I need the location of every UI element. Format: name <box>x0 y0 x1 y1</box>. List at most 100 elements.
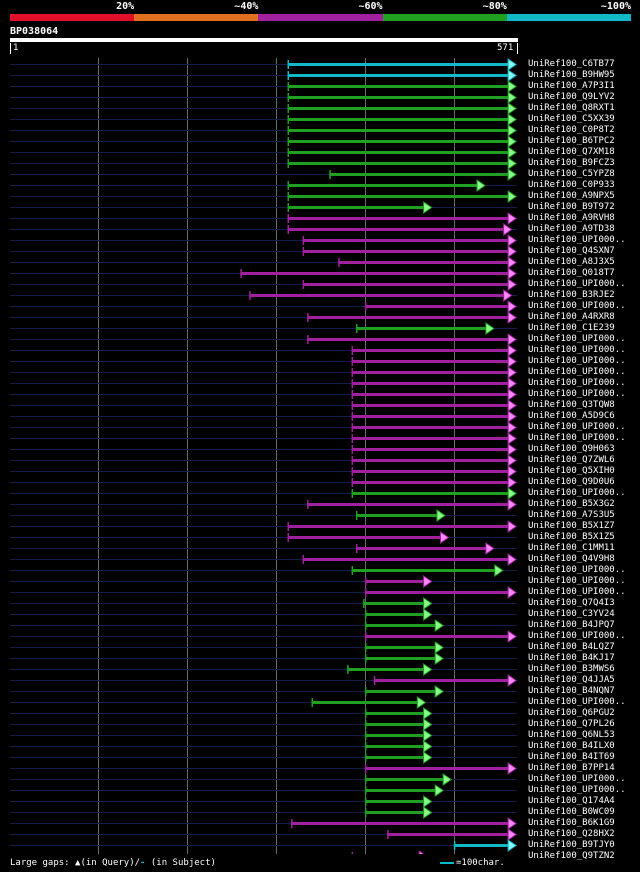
hit-label[interactable]: UniRef100_A9NPX5 <box>528 191 615 201</box>
hit-alignment-bar[interactable] <box>364 712 425 715</box>
hit-label[interactable]: UniRef100_B6TPC2 <box>528 136 615 146</box>
hit-alignment-bar[interactable] <box>351 426 510 429</box>
hit-row[interactable] <box>10 190 517 203</box>
hit-row[interactable] <box>10 828 517 841</box>
hit-label[interactable]: UniRef100_B3RJE2 <box>528 290 615 300</box>
hit-alignment-bar[interactable] <box>364 657 437 660</box>
hit-row[interactable] <box>10 102 517 115</box>
hit-alignment-bar[interactable] <box>287 85 510 88</box>
hit-label[interactable]: UniRef100_Q4V9H8 <box>528 554 615 564</box>
hit-row[interactable] <box>10 707 517 720</box>
hit-row[interactable] <box>10 839 517 852</box>
hit-row[interactable] <box>10 454 517 467</box>
hit-row[interactable] <box>10 399 517 412</box>
hit-row[interactable] <box>10 817 517 830</box>
hit-label[interactable]: UniRef100_UPI000.. <box>528 565 626 575</box>
hit-alignment-bar[interactable] <box>351 415 510 418</box>
hit-row[interactable] <box>10 201 517 214</box>
hit-alignment-bar[interactable] <box>311 701 419 704</box>
hit-label[interactable]: UniRef100_UPI000.. <box>528 334 626 344</box>
hit-label[interactable]: UniRef100_B7PP14 <box>528 763 615 773</box>
hit-label[interactable]: UniRef100_A9TD38 <box>528 224 615 234</box>
hit-label[interactable]: UniRef100_B4JPQ7 <box>528 620 615 630</box>
hit-row[interactable] <box>10 234 517 247</box>
hit-alignment-bar[interactable] <box>351 459 510 462</box>
hit-row[interactable] <box>10 300 517 313</box>
hit-alignment-bar[interactable] <box>287 107 510 110</box>
hit-label[interactable]: UniRef100_B3MWS6 <box>528 664 615 674</box>
hit-alignment-bar[interactable] <box>351 404 510 407</box>
hit-row[interactable] <box>10 289 517 302</box>
hit-row[interactable] <box>10 795 517 808</box>
hit-label[interactable]: UniRef100_B9TJY0 <box>528 840 615 850</box>
hit-alignment-bar[interactable] <box>287 184 478 187</box>
hit-row[interactable] <box>10 685 517 698</box>
hit-label[interactable]: UniRef100_UPI000.. <box>528 345 626 355</box>
hit-label[interactable]: UniRef100_UPI000.. <box>528 697 626 707</box>
hit-alignment-bar[interactable] <box>287 151 510 154</box>
hit-row[interactable] <box>10 740 517 753</box>
hit-label[interactable]: UniRef100_UPI000.. <box>528 301 626 311</box>
hit-row[interactable] <box>10 718 517 731</box>
hit-alignment-bar[interactable] <box>356 547 487 550</box>
hit-alignment-bar[interactable] <box>287 129 510 132</box>
hit-label[interactable]: UniRef100_B9FCZ3 <box>528 158 615 168</box>
hit-alignment-bar[interactable] <box>307 338 510 341</box>
hit-alignment-bar[interactable] <box>351 437 510 440</box>
hit-label[interactable]: UniRef100_A9RVH8 <box>528 213 615 223</box>
hit-alignment-bar[interactable] <box>364 778 445 781</box>
hit-row[interactable] <box>10 476 517 489</box>
hit-alignment-bar[interactable] <box>351 382 510 385</box>
hit-label[interactable]: UniRef100_A7S3U5 <box>528 510 615 520</box>
hit-alignment-bar[interactable] <box>364 745 425 748</box>
hit-alignment-bar[interactable] <box>307 316 510 319</box>
hit-alignment-bar[interactable] <box>364 690 437 693</box>
hit-alignment-bar[interactable] <box>302 239 510 242</box>
hit-alignment-bar[interactable] <box>364 800 425 803</box>
hit-label[interactable]: UniRef100_Q018T7 <box>528 268 615 278</box>
hit-alignment-bar[interactable] <box>287 206 425 209</box>
hit-row[interactable] <box>10 135 517 148</box>
hit-label[interactable]: UniRef100_B6K1G9 <box>528 818 615 828</box>
hit-alignment-bar[interactable] <box>329 173 510 176</box>
hit-label[interactable]: UniRef100_B5X1Z7 <box>528 521 615 531</box>
hit-label[interactable]: UniRef100_A5D9C6 <box>528 411 615 421</box>
hit-label[interactable]: UniRef100_UPI000.. <box>528 433 626 443</box>
hit-row[interactable] <box>10 597 517 610</box>
hit-alignment-bar[interactable] <box>307 503 510 506</box>
hit-label[interactable]: UniRef100_Q174A4 <box>528 796 615 806</box>
hit-row[interactable] <box>10 157 517 170</box>
hit-label[interactable]: UniRef100_Q4JJA5 <box>528 675 615 685</box>
hit-label[interactable]: UniRef100_UPI000.. <box>528 631 626 641</box>
hit-alignment-bar[interactable] <box>287 525 510 528</box>
hit-alignment-bar[interactable] <box>287 96 510 99</box>
hit-row[interactable] <box>10 575 517 588</box>
hit-alignment-bar[interactable] <box>356 514 438 517</box>
hit-alignment-bar[interactable] <box>351 569 496 572</box>
hit-row[interactable] <box>10 663 517 676</box>
hit-row[interactable] <box>10 212 517 225</box>
hit-row[interactable] <box>10 322 517 335</box>
hit-row[interactable] <box>10 850 517 854</box>
hit-label[interactable]: UniRef100_Q8RXT1 <box>528 103 615 113</box>
hit-row[interactable] <box>10 619 517 632</box>
hit-row[interactable] <box>10 69 517 82</box>
hit-label[interactable]: UniRef100_UPI000.. <box>528 488 626 498</box>
hit-row[interactable] <box>10 432 517 445</box>
hit-row[interactable] <box>10 168 517 181</box>
hit-row[interactable] <box>10 311 517 324</box>
hit-label[interactable]: UniRef100_B0WC09 <box>528 807 615 817</box>
hit-alignment-bar[interactable] <box>338 261 510 264</box>
hit-row[interactable] <box>10 806 517 819</box>
hit-alignment-bar[interactable] <box>351 470 510 473</box>
hit-row[interactable] <box>10 179 517 192</box>
hit-row[interactable] <box>10 487 517 500</box>
hit-row[interactable] <box>10 443 517 456</box>
hit-label[interactable]: UniRef100_UPI000.. <box>528 587 626 597</box>
hit-label[interactable]: UniRef100_B4IT69 <box>528 752 615 762</box>
hit-alignment-bar[interactable] <box>287 228 505 231</box>
hit-alignment-bar[interactable] <box>240 272 510 275</box>
hit-row[interactable] <box>10 564 517 577</box>
hit-label[interactable]: UniRef100_UPI000.. <box>528 785 626 795</box>
hit-row[interactable] <box>10 256 517 269</box>
